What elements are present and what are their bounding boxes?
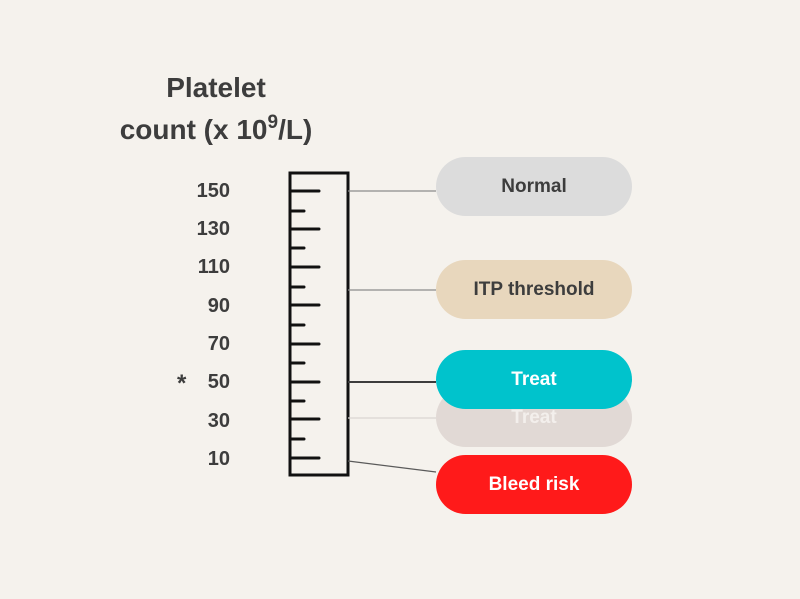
itp-threshold-label-pill: ITP threshold (436, 260, 632, 319)
tick-label-70: 70 (207, 333, 230, 355)
title-text-line-1: Platelet (166, 72, 266, 103)
treat-label-pill: Treat (436, 350, 632, 409)
bleed-risk-label: Bleed risk (488, 473, 580, 495)
diagram-title-line-2: count (x 109/L) (56, 112, 376, 146)
title-exponent: 9 (267, 112, 279, 133)
marked-tick-asterisk: * (177, 370, 187, 397)
tick-label-110: 110 (197, 256, 230, 278)
treat-label: Treat (511, 368, 557, 390)
tick-label-10: 10 (207, 448, 230, 470)
tick-label-130: 130 (196, 218, 230, 240)
title-prefix: count (x 10 (119, 114, 268, 145)
treat-ghost-label: Treat (511, 406, 557, 428)
itp-threshold-label: ITP threshold (473, 278, 595, 300)
normal-label-pill: Normal (436, 157, 632, 216)
tick-label-90: 90 (207, 295, 230, 317)
tick-label-30: 30 (207, 410, 230, 432)
tick-label-150: 150 (196, 180, 230, 202)
bleed-risk-label-pill: Bleed risk (436, 455, 632, 514)
connector-bleed-risk (347, 460, 437, 473)
tick-label-50: 50 (207, 371, 230, 393)
title-suffix: /L) (278, 114, 313, 145)
diagram-title-line-1: Platelet (56, 72, 376, 104)
normal-label: Normal (501, 175, 567, 197)
ruler-ticks (288, 189, 321, 460)
